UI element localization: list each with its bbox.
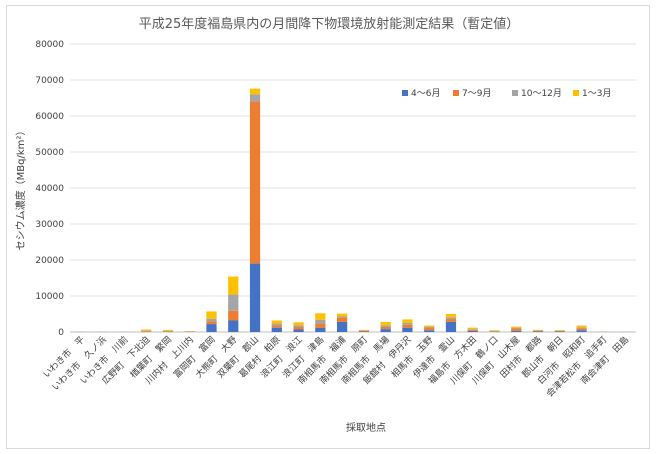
bar-segment-series-4 xyxy=(141,329,152,331)
bar-segment-series-4 xyxy=(445,314,457,318)
legend-swatch xyxy=(453,90,459,96)
bar-segment-series-2 xyxy=(228,310,239,321)
bar-segment-series-2 xyxy=(445,319,457,322)
legend-label: 1～3月 xyxy=(582,88,611,99)
bar-segment-series-4 xyxy=(249,88,261,95)
y-tick-label: 50000 xyxy=(35,148,64,158)
legend-item: 4～6月 xyxy=(402,88,440,99)
bar-segment-series-4 xyxy=(532,329,544,331)
bar-segment-series-1 xyxy=(228,320,239,332)
bar-segment-series-4 xyxy=(271,320,282,324)
y-tick-label: 0 xyxy=(58,328,64,338)
bar-segment-series-4 xyxy=(358,329,369,331)
bar-segment-series-3 xyxy=(424,326,435,329)
bar-segment-series-4 xyxy=(489,330,500,331)
legend-label: 10～12月 xyxy=(521,88,562,99)
bar-segment-series-4 xyxy=(293,322,304,326)
gridlines xyxy=(70,43,636,333)
bar-segment-series-1 xyxy=(445,321,457,332)
bar-segment-series-2 xyxy=(249,101,261,264)
bar-segment-series-1 xyxy=(293,329,304,332)
legend-swatch xyxy=(512,90,518,96)
bar-segment-series-4 xyxy=(206,311,217,319)
bar-segment-series-2 xyxy=(206,321,217,325)
bar-segment-series-1 xyxy=(402,327,413,332)
y-tick-label: 30000 xyxy=(35,220,64,230)
legend-item: 1～3月 xyxy=(573,88,611,99)
bar-segment-series-2 xyxy=(337,317,348,322)
bar-segment-series-1 xyxy=(271,327,282,332)
bar-segment-series-1 xyxy=(424,330,435,332)
bar-segment-series-3 xyxy=(293,325,304,327)
legend-swatch xyxy=(573,90,579,96)
bar-segment-series-4 xyxy=(228,276,239,295)
bar-segment-series-2 xyxy=(424,328,435,331)
bar-segment-series-4 xyxy=(511,326,522,328)
legend-label: 4～6月 xyxy=(411,88,440,99)
bar-segment-series-2 xyxy=(293,326,304,330)
legend-item: 10～12月 xyxy=(512,88,562,99)
bar-segment-series-3 xyxy=(337,316,348,318)
y-tick-label: 20000 xyxy=(35,256,64,266)
bar-segment-series-3 xyxy=(228,294,239,311)
legend-item: 7～9月 xyxy=(453,88,491,99)
bar-segment-series-2 xyxy=(358,330,369,332)
bar-segment-series-1 xyxy=(315,327,326,332)
legend-swatch xyxy=(402,90,408,96)
y-axis-title: セシウム濃度（MBq/km²） xyxy=(14,126,27,251)
legend: 4～6月 7～9月 10～12月 1～3月 xyxy=(402,88,611,99)
bar-segment-series-3 xyxy=(576,327,587,329)
bar-segment-series-4 xyxy=(402,319,413,323)
bar-segment-series-4 xyxy=(467,327,478,330)
bar-segment-series-4 xyxy=(337,313,348,317)
bar-segment-series-3 xyxy=(511,327,522,329)
bar-segment-series-2 xyxy=(315,323,326,328)
y-tick-label: 10000 xyxy=(35,292,64,302)
bar-segment-series-2 xyxy=(467,329,478,331)
bar-segment-series-2 xyxy=(402,324,413,328)
bar-segment-series-1 xyxy=(249,263,261,332)
bar-segment-series-3 xyxy=(206,318,217,322)
y-axis: 0 10000 20000 30000 40000 50000 60000 70000 8000… xyxy=(35,40,64,338)
bar-segment-series-1 xyxy=(576,330,587,332)
bar-segment-series-3 xyxy=(445,317,457,320)
bar-segment-series-2 xyxy=(576,328,587,331)
bar-segment-series-4 xyxy=(424,325,435,327)
bar-segment-series-3 xyxy=(271,323,282,326)
y-tick-label: 70000 xyxy=(35,76,64,86)
bar-segment-series-1 xyxy=(337,321,348,332)
bar-segment-series-2 xyxy=(380,326,391,330)
legend-label: 7～9月 xyxy=(462,88,491,99)
bar-segment-series-2 xyxy=(271,325,282,328)
bar-segment-series-1 xyxy=(206,324,217,332)
chart-frame xyxy=(6,5,650,449)
bar-segment-series-1 xyxy=(358,331,369,332)
bar-segment-series-1 xyxy=(380,329,391,332)
bar-segment-series-3 xyxy=(315,319,326,324)
chart-title: 平成25年度福島県内の月間降下物環境放射能測定結果（暫定値） xyxy=(139,16,520,32)
bar-segment-series-1 xyxy=(467,330,478,332)
bar-segment-series-1 xyxy=(554,331,565,332)
bar-segment-series-1 xyxy=(532,331,544,332)
bar-segment-series-1 xyxy=(511,330,522,332)
bar-segment-series-4 xyxy=(554,330,565,331)
bar-segment-series-3 xyxy=(402,323,413,325)
bar-segment-series-4 xyxy=(315,313,326,320)
bar-segment-series-4 xyxy=(576,325,587,328)
x-axis-title: 採取地点 xyxy=(346,421,386,434)
y-tick-label: 80000 xyxy=(35,40,64,50)
y-tick-label: 60000 xyxy=(35,112,64,122)
bar-segment-series-3 xyxy=(249,94,261,102)
bar-segment-series-3 xyxy=(467,329,478,330)
bar-segment-series-2 xyxy=(532,330,544,332)
bar-segment-series-4 xyxy=(380,321,391,326)
y-tick-label: 40000 xyxy=(35,184,64,194)
bar-segment-series-3 xyxy=(380,325,391,327)
bar-segment-series-2 xyxy=(511,328,522,331)
bar-segment-series-4 xyxy=(162,329,174,331)
bars xyxy=(75,88,631,332)
